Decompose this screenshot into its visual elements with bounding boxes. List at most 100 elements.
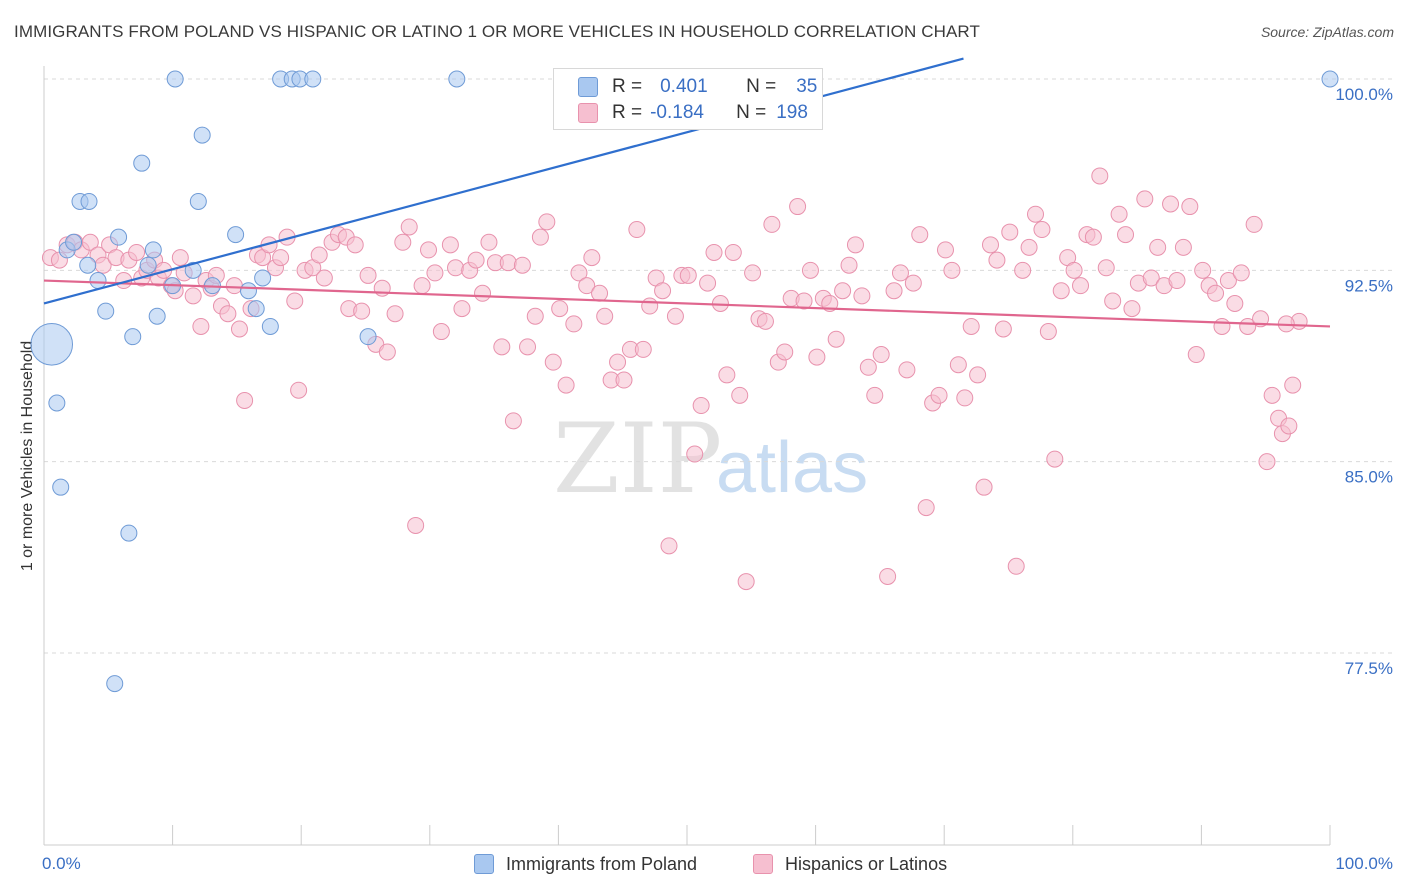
- hispanic-point: [679, 266, 697, 284]
- hispanic-point: [801, 261, 819, 279]
- hispanic-point: [1097, 259, 1115, 277]
- hispanic-point: [526, 307, 544, 325]
- hispanic-point: [236, 391, 254, 409]
- hispanic-point: [1194, 261, 1212, 279]
- hispanic-point: [981, 236, 999, 254]
- poland-point: [148, 307, 166, 325]
- hispanic-point: [731, 386, 749, 404]
- hispanic-point: [654, 282, 672, 300]
- hispanic-point: [407, 516, 425, 534]
- hispanic-point: [570, 264, 588, 282]
- hispanic-point: [426, 264, 444, 282]
- y-tick-label: 85.0%: [1345, 468, 1393, 487]
- hispanic-point: [394, 233, 412, 251]
- hispanic-point: [1001, 223, 1019, 241]
- hispanic-point: [1258, 453, 1276, 471]
- y-tick-label: 77.5%: [1345, 659, 1393, 678]
- y-tick-label: 100.0%: [1335, 85, 1393, 104]
- hispanic-point: [557, 376, 575, 394]
- hispanic-point: [872, 346, 890, 364]
- poland-point: [448, 70, 466, 88]
- hispanic-point: [962, 317, 980, 335]
- hispanic-point: [286, 292, 304, 310]
- hispanic-point: [538, 213, 556, 231]
- poland-point: [304, 70, 322, 88]
- hispanic-point: [795, 292, 813, 310]
- hispanic-point: [1280, 417, 1298, 435]
- hispanic-point: [853, 287, 871, 305]
- hispanic-point: [840, 256, 858, 274]
- hispanic-point: [467, 251, 485, 269]
- x-tick-label: 0.0%: [42, 854, 81, 873]
- hispanic-point: [290, 381, 308, 399]
- hispanic-point: [413, 277, 431, 295]
- poland-point: [227, 226, 245, 244]
- r-label: R =: [612, 76, 643, 97]
- bottom-legend-label: Immigrants from Poland: [506, 853, 698, 874]
- poland-point: [184, 261, 202, 279]
- hispanic-point: [1245, 215, 1263, 233]
- y-tick-label: 92.5%: [1345, 276, 1393, 295]
- hispanic-point: [692, 397, 710, 415]
- hispanic-point: [192, 317, 210, 335]
- hispanic-point: [219, 305, 237, 323]
- hispanic-point: [628, 221, 646, 239]
- poland-point: [106, 675, 124, 693]
- hispanic-point: [565, 315, 583, 333]
- hispanic-point: [513, 256, 531, 274]
- hispanic-point: [834, 282, 852, 300]
- source-label: Source: ZipAtlas.com: [1260, 24, 1394, 40]
- hispanic-point: [1117, 226, 1135, 244]
- hispanic-point: [1014, 261, 1032, 279]
- hispanic-point: [1232, 264, 1250, 282]
- hispanic-point: [1123, 300, 1141, 318]
- hispanic-point: [660, 537, 678, 555]
- hispanic-point: [184, 287, 202, 305]
- hispanic-trend-line: [43, 279, 1331, 328]
- hispanic-point: [1284, 376, 1302, 394]
- hispanic-point: [225, 277, 243, 295]
- poland-point: [79, 256, 97, 274]
- hispanic-point: [386, 305, 404, 323]
- hispanic-point: [705, 243, 723, 261]
- hispanic-point: [609, 353, 627, 371]
- poland-point: [80, 192, 98, 210]
- n-label: N =: [736, 102, 767, 123]
- hispanic-point: [1263, 386, 1281, 404]
- hispanic-point: [551, 300, 569, 318]
- hispanic-point: [359, 266, 377, 284]
- r-value: -0.184: [650, 102, 704, 123]
- hispanic-point: [975, 478, 993, 496]
- hispanic-point: [499, 254, 517, 272]
- hispanic-point: [917, 499, 935, 517]
- poland-point: [52, 478, 70, 496]
- poland-point: [254, 269, 272, 287]
- poland-point: [133, 154, 151, 172]
- hispanic-point: [866, 386, 884, 404]
- hispanic-point: [827, 330, 845, 348]
- hispanic-point: [969, 366, 987, 384]
- hispanic-point: [1219, 272, 1237, 290]
- poland-point: [144, 241, 162, 259]
- hispanic-point: [504, 412, 522, 430]
- hispanic-point: [1007, 557, 1025, 575]
- hispanic-point: [879, 567, 897, 585]
- bottom-swatch-blue: [474, 854, 494, 874]
- stats-legend: R = 0.401 N = 35 R = -0.184 N = 198: [553, 68, 823, 130]
- hispanic-point: [453, 300, 471, 318]
- poland-point: [89, 272, 107, 290]
- hispanic-point: [315, 269, 333, 287]
- hispanic-point: [776, 343, 794, 361]
- hispanic-point: [128, 243, 146, 261]
- hispanic-point: [686, 445, 704, 463]
- hispanic-point: [531, 228, 549, 246]
- chart-title: IMMIGRANTS FROM POLAND VS HISPANIC OR LA…: [14, 22, 980, 41]
- hispanic-point: [808, 348, 826, 366]
- hispanic-point: [1181, 198, 1199, 216]
- hispanic-point: [1226, 294, 1244, 312]
- hispanic-point: [956, 389, 974, 407]
- hispanic-point: [447, 259, 465, 277]
- hispanic-point: [988, 251, 1006, 269]
- hispanic-point: [1027, 205, 1045, 223]
- hispanic-point: [1020, 238, 1038, 256]
